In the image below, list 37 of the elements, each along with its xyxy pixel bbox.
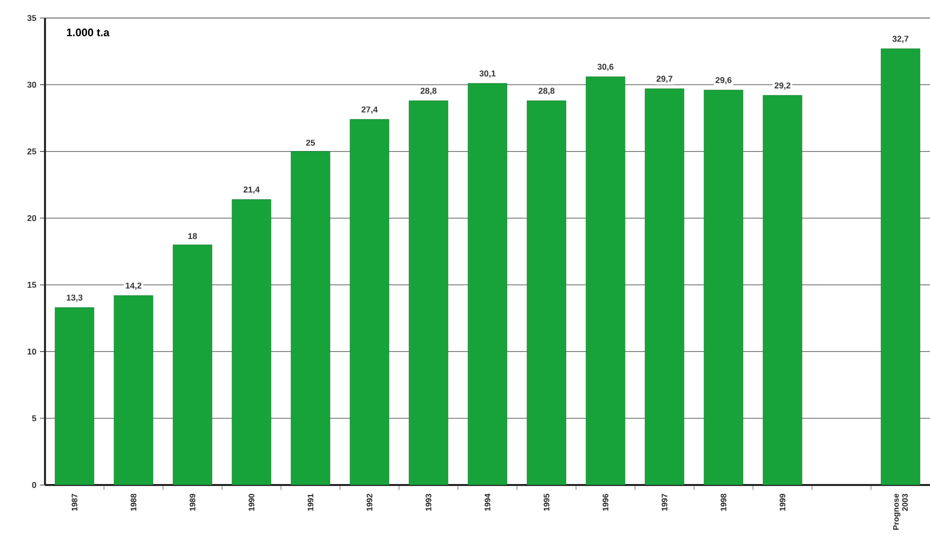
data-label: 29,7: [656, 76, 672, 84]
bar: [704, 90, 744, 485]
bar: [762, 95, 802, 485]
bar: [644, 88, 684, 485]
data-label: 14,2: [126, 282, 142, 290]
data-label: 27,4: [362, 106, 378, 114]
data-label: 29,2: [774, 82, 790, 90]
bar: [586, 76, 626, 485]
data-label: 28,8: [538, 88, 554, 96]
bar: [290, 151, 330, 485]
bar: [114, 295, 154, 485]
y-tick-label: 30: [27, 82, 36, 88]
data-label: 30,6: [597, 64, 614, 72]
bar: [408, 100, 448, 485]
bar: [880, 48, 920, 485]
bar: [350, 119, 390, 485]
y-tick-label: 35: [27, 15, 36, 21]
y-axis-title: 1.000 t.a: [66, 28, 110, 36]
bar: [54, 307, 94, 485]
y-tick-label: 20: [27, 215, 36, 222]
data-label: 18: [188, 233, 197, 240]
y-tick-label: 0: [32, 482, 36, 488]
data-label: 32,7: [892, 36, 908, 43]
bar: [232, 199, 272, 485]
y-tick-label: 25: [27, 148, 36, 154]
y-tick-label: 10: [28, 348, 36, 355]
data-label: 29,6: [716, 77, 732, 84]
y-tick-label: 5: [32, 415, 36, 422]
data-label: 21,4: [244, 186, 260, 194]
data-label: 13,3: [66, 294, 82, 302]
bar: [526, 100, 566, 485]
bar: [172, 244, 212, 485]
y-tick-label: 15: [28, 282, 36, 288]
data-label: 28,8: [420, 88, 436, 96]
data-label: 25: [306, 140, 315, 146]
bar: [468, 83, 508, 485]
data-label: 30,1: [479, 70, 496, 78]
